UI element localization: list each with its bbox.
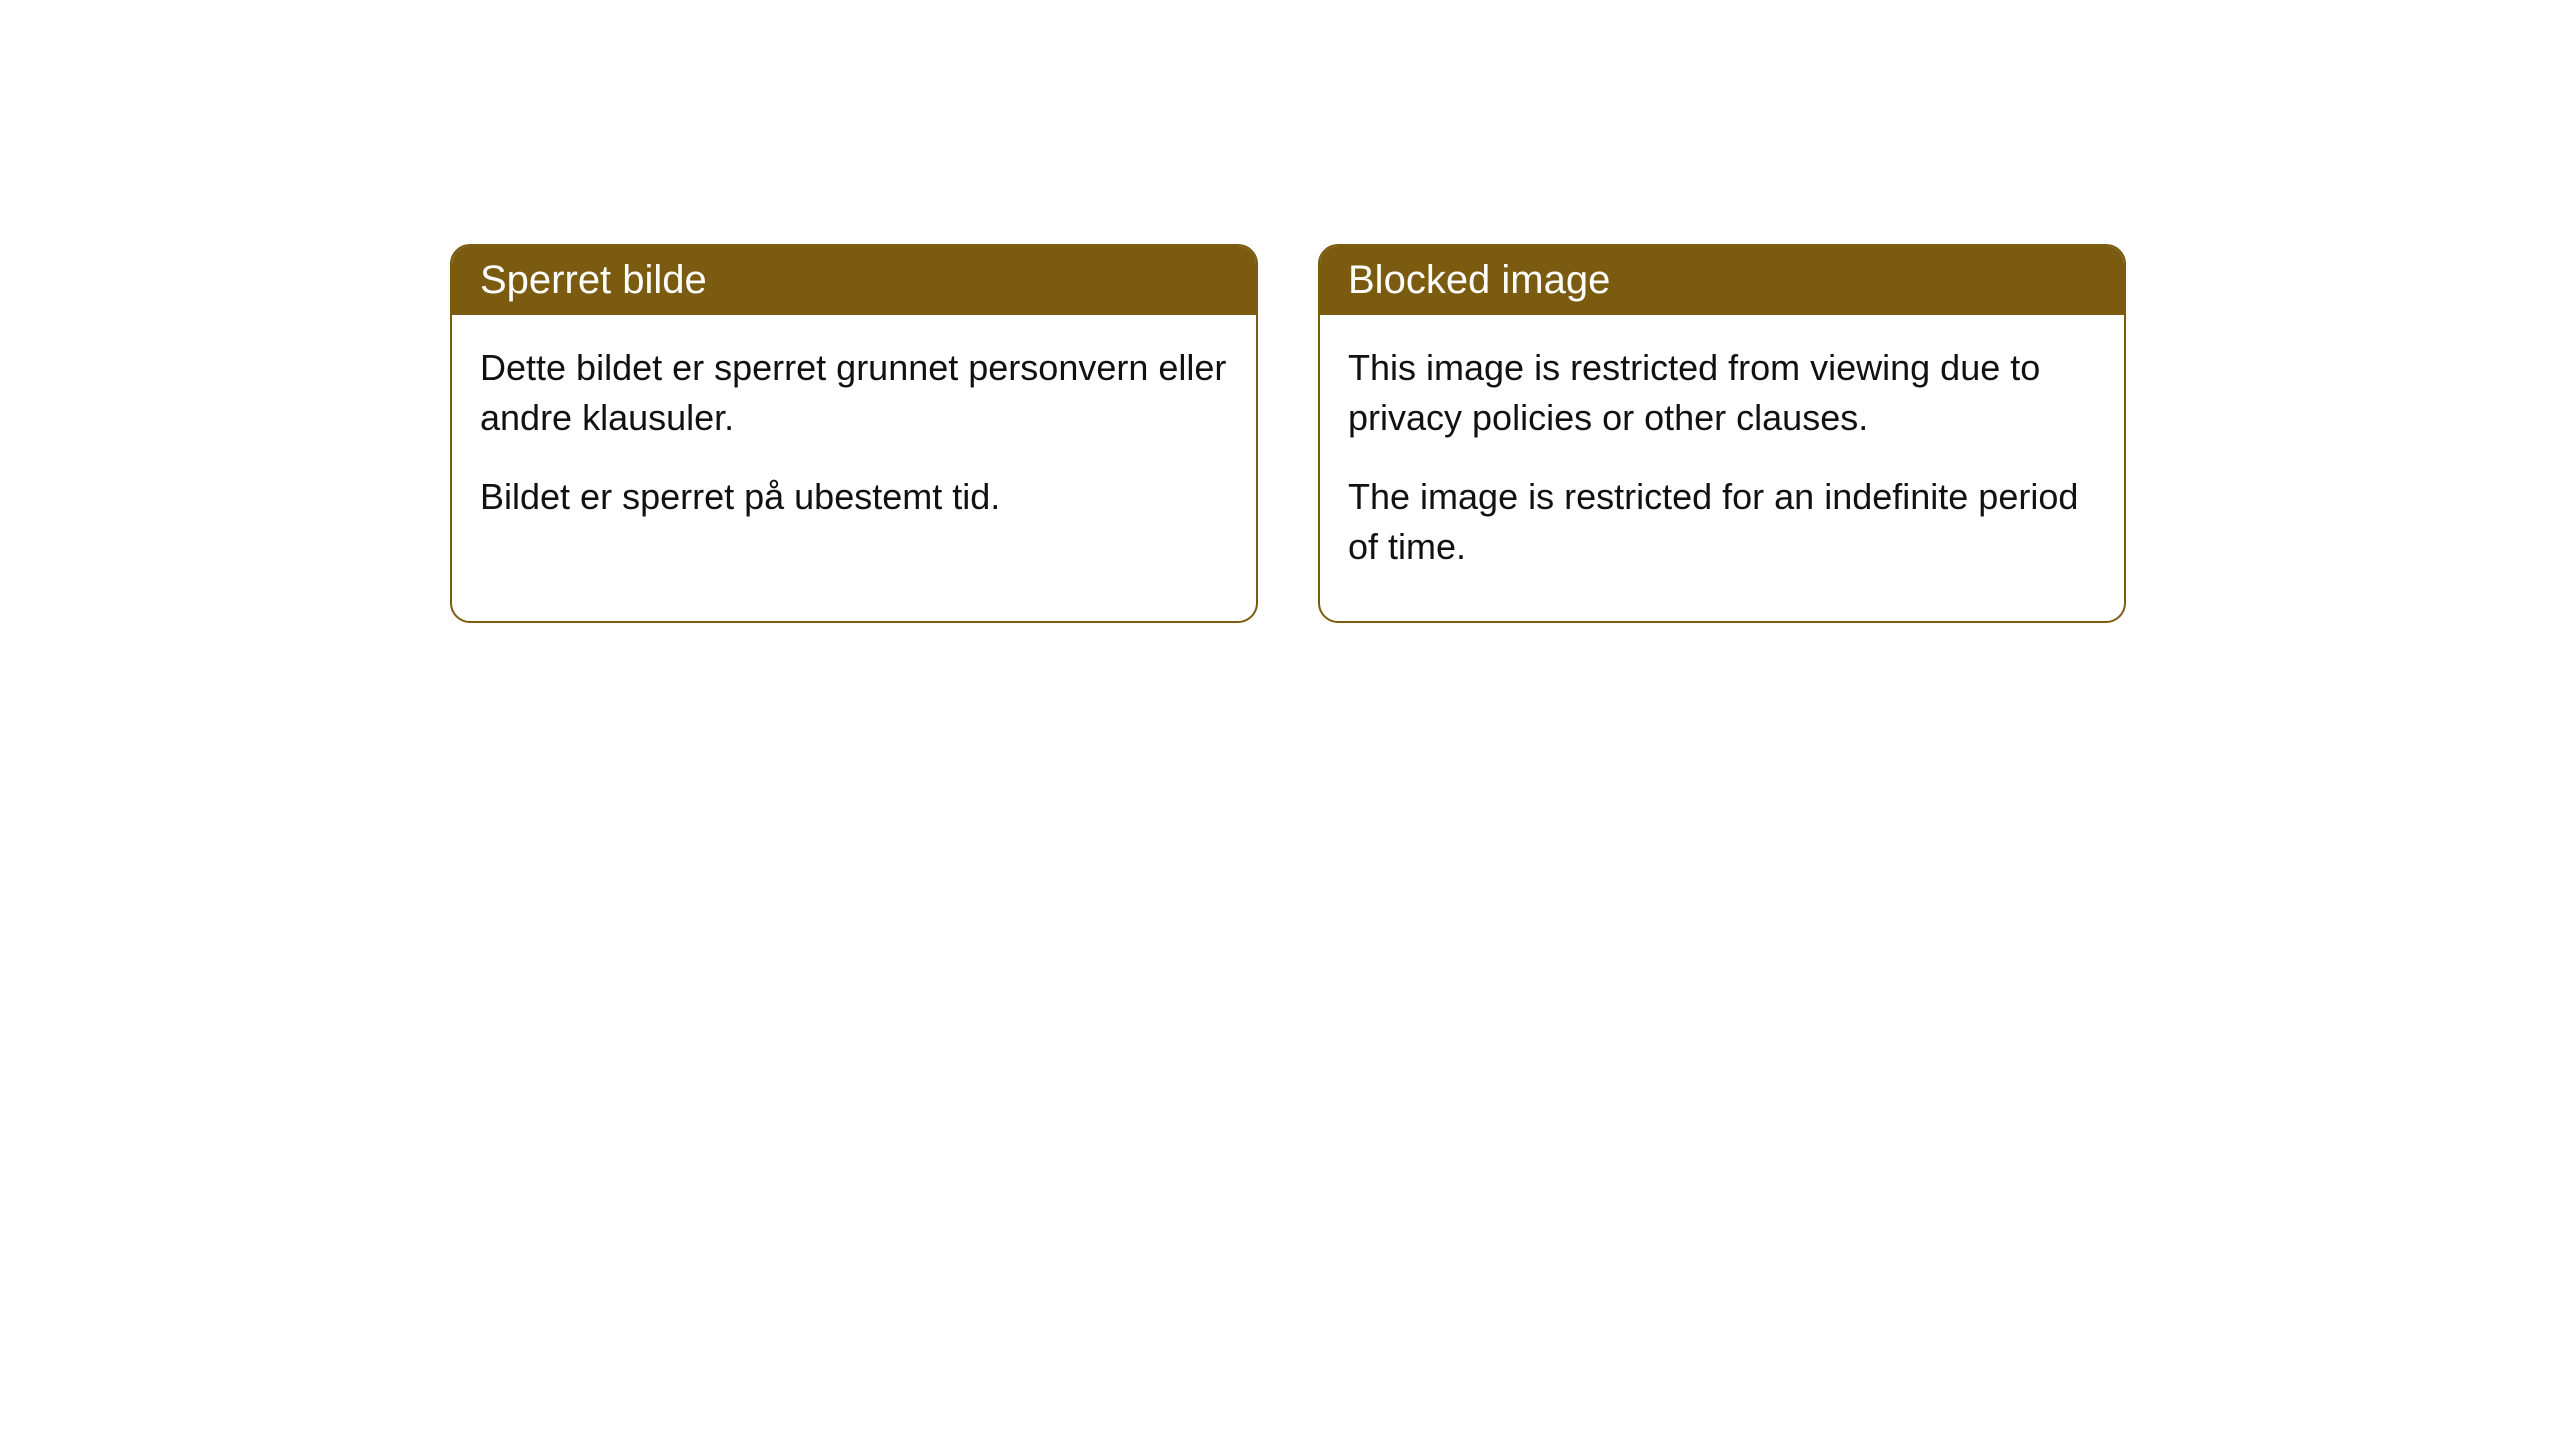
card-header: Blocked image xyxy=(1320,246,2124,315)
card-paragraph: Bildet er sperret på ubestemt tid. xyxy=(480,472,1228,522)
card-paragraph: This image is restricted from viewing du… xyxy=(1348,343,2096,444)
cards-container: Sperret bilde Dette bildet er sperret gr… xyxy=(450,244,2126,623)
card-title: Sperret bilde xyxy=(480,258,707,302)
blocked-image-card-no: Sperret bilde Dette bildet er sperret gr… xyxy=(450,244,1258,623)
card-body: This image is restricted from viewing du… xyxy=(1320,315,2124,621)
blocked-image-card-en: Blocked image This image is restricted f… xyxy=(1318,244,2126,623)
card-paragraph: Dette bildet er sperret grunnet personve… xyxy=(480,343,1228,444)
card-body: Dette bildet er sperret grunnet personve… xyxy=(452,315,1256,570)
card-title: Blocked image xyxy=(1348,258,1610,302)
card-paragraph: The image is restricted for an indefinit… xyxy=(1348,472,2096,573)
card-header: Sperret bilde xyxy=(452,246,1256,315)
